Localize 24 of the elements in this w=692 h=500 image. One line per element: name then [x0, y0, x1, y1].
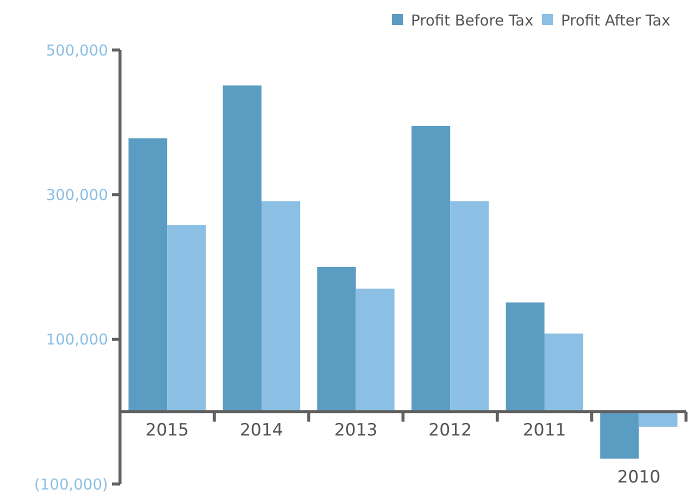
y-tick-label: 100,000 [46, 330, 108, 349]
bar [450, 201, 489, 412]
x-tick-label: 2015 [146, 420, 189, 441]
x-tick-label: 2013 [334, 420, 378, 441]
y-tick-label: 300,000 [46, 186, 108, 204]
y-tick-label: (100,000) [34, 475, 108, 494]
bar [600, 412, 639, 459]
x-tick-label: 2012 [428, 420, 472, 441]
bar [167, 225, 206, 412]
bar [506, 302, 544, 412]
bar [262, 201, 300, 412]
bar [222, 85, 262, 412]
x-tick-label: 2011 [522, 420, 566, 441]
bar [544, 334, 584, 412]
x-tick-label: 2010 [617, 468, 660, 488]
bar [356, 288, 394, 412]
legend-label: Profit After Tax [561, 11, 671, 30]
bar [412, 126, 450, 412]
legend-label: Profit Before Tax [411, 11, 534, 30]
x-tick-label: 2014 [240, 420, 284, 441]
bar [638, 412, 678, 427]
bar [317, 267, 356, 412]
bar [128, 138, 168, 412]
y-tick-label: 500,000 [46, 41, 108, 60]
